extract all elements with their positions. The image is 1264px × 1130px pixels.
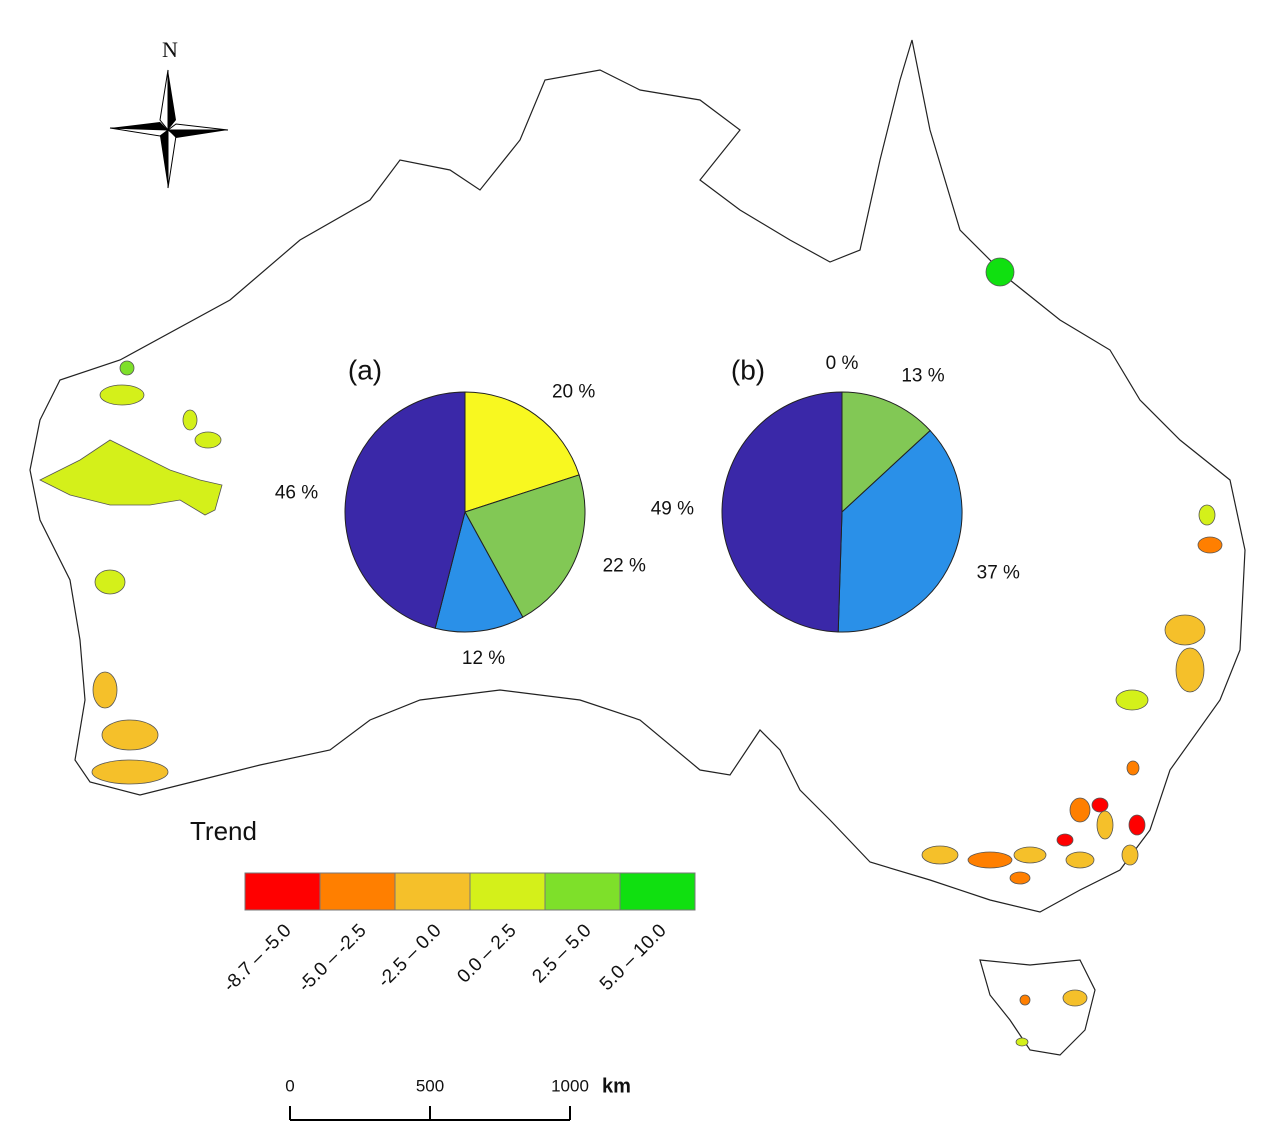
region (1096, 810, 1114, 840)
compass-point (166, 123, 229, 131)
region (1062, 989, 1088, 1007)
pie-slice (464, 391, 580, 513)
legend-title: Trend (190, 816, 257, 846)
north-label: N (162, 37, 178, 62)
compass-point (159, 69, 169, 132)
region (101, 719, 159, 751)
pie-title: (b) (731, 354, 765, 385)
pie-charts: 20 % 22 % 12 % 46 % (a) 0 % 13 % 37 % 49 % (b) (275, 353, 1020, 669)
region (1009, 871, 1031, 885)
legend-label: 0.0 – 2.5 (453, 920, 520, 987)
scale-bar: 0 500 1000 km (285, 1075, 631, 1121)
pie-slice (837, 429, 963, 633)
pie-label: 12 % (462, 648, 505, 669)
pie-label: 37 % (977, 562, 1020, 583)
north-arrow: N (109, 37, 229, 189)
mainland-outline (29, 39, 1246, 913)
region (1128, 814, 1146, 836)
pie-title: (a) (348, 354, 382, 385)
region (119, 360, 135, 376)
region (1198, 504, 1216, 526)
region (1175, 647, 1205, 693)
compass-point (168, 130, 228, 138)
region (1013, 846, 1047, 864)
region (1197, 536, 1223, 554)
region (1069, 797, 1091, 823)
region (99, 384, 145, 406)
regions (39, 257, 1223, 1047)
pie-slice (721, 391, 843, 633)
scale-label: 0 (285, 1076, 294, 1095)
legend-label: 5.0 – 10.0 (596, 920, 671, 995)
region (985, 257, 1015, 287)
scale-label: 500 (416, 1076, 444, 1095)
pie-label: 0 % (826, 353, 859, 374)
region (92, 671, 118, 709)
legend-swatch (394, 872, 471, 911)
legend-swatch (469, 872, 546, 911)
pie-slice (434, 510, 524, 633)
pie-label: 46 % (275, 482, 318, 503)
region (1121, 844, 1139, 866)
region (1091, 797, 1109, 813)
region (967, 851, 1013, 869)
region (1015, 1037, 1029, 1047)
tasmania-outline (979, 959, 1096, 1056)
compass-point (109, 127, 170, 137)
legend-label: -5.0 – -2.5 (294, 920, 370, 996)
legend-label: 2.5 – 5.0 (528, 920, 595, 987)
pie-slice (464, 474, 586, 618)
pie-slice (344, 391, 466, 629)
pie-label: 49 % (651, 499, 694, 520)
region (1065, 851, 1095, 869)
region (1164, 614, 1206, 646)
legend-swatch (319, 872, 396, 911)
legend-swatch (619, 872, 696, 911)
pie-label: 22 % (603, 555, 646, 576)
compass-point (160, 130, 168, 188)
legend-label: -8.7 – -5.0 (219, 920, 295, 996)
region (194, 431, 222, 449)
pie-label: 13 % (901, 365, 944, 386)
region (921, 845, 959, 865)
region (1126, 760, 1140, 776)
pie-slice (841, 391, 931, 514)
compass-point (167, 129, 177, 189)
pie-label: 20 % (552, 381, 595, 402)
region (94, 569, 126, 595)
compass-point (168, 70, 176, 130)
scale-label: 1000 (551, 1076, 589, 1095)
legend-swatch (244, 872, 321, 911)
region (1115, 689, 1149, 711)
scale-unit: km (602, 1075, 631, 1097)
region (182, 409, 198, 431)
legend: -8.7 – -5.0-5.0 – -2.5 -2.5 – 0.0 0.0 – 2.… (219, 872, 696, 996)
region (91, 759, 169, 785)
region (1019, 994, 1031, 1006)
region (1056, 833, 1074, 847)
legend-swatch (544, 872, 621, 911)
legend-label: -2.5 – 0.0 (374, 920, 446, 992)
region (39, 439, 223, 516)
